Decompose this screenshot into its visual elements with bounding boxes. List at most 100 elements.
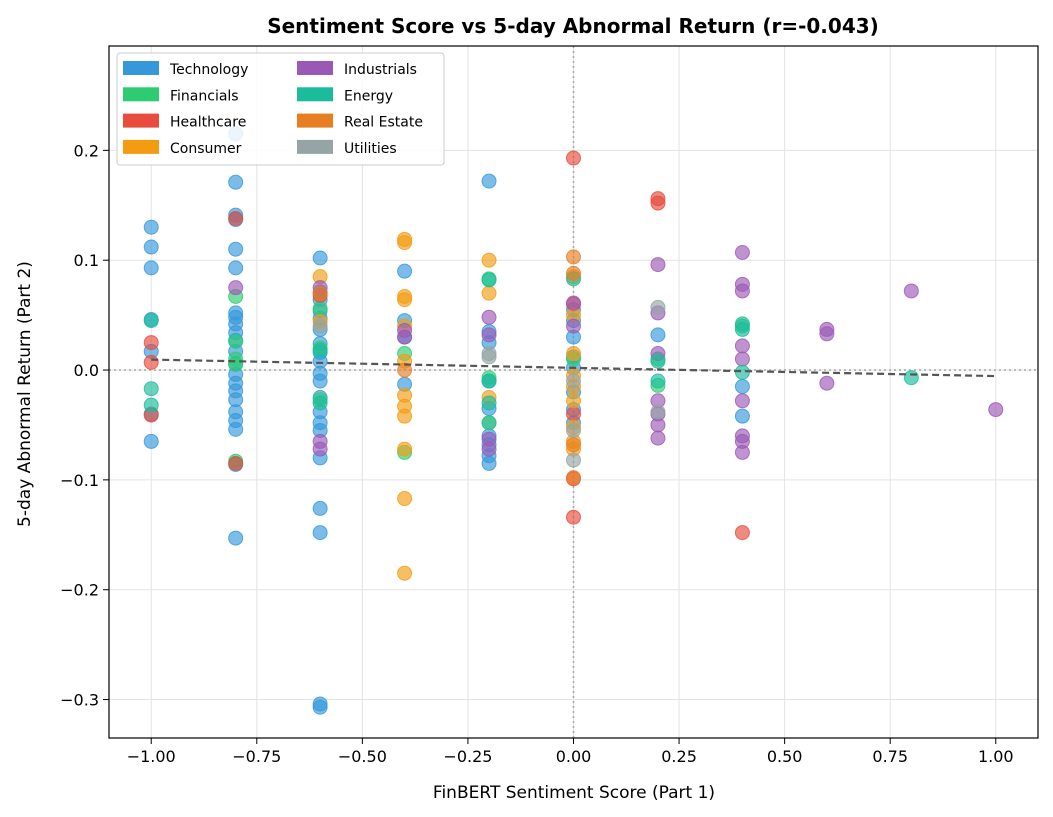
data-point (397, 263, 413, 279)
data-point (397, 565, 413, 581)
legend-item: Consumer (123, 139, 242, 157)
data-point (228, 210, 244, 226)
series-utilities (312, 299, 666, 468)
data-point (481, 395, 497, 411)
legend-item: Utilities (297, 139, 397, 157)
data-point (312, 318, 328, 334)
data-point (312, 500, 328, 516)
y-tick-label: 0.2 (74, 141, 99, 160)
y-tick-label: 0.1 (74, 251, 99, 270)
tick-layer: −1.00 −0.75 −0.50 −0.25 0.00 0.25 0.50 0.75 1.00… (60, 141, 1013, 766)
legend-label: Real Estate (344, 115, 423, 131)
legend-label: Energy (344, 88, 393, 104)
data-point (228, 241, 244, 257)
legend-label: Technology (169, 62, 248, 78)
data-point (734, 283, 750, 299)
data-point (143, 313, 159, 329)
legend-swatch (297, 139, 333, 154)
data-point (566, 295, 581, 311)
data-point (734, 525, 750, 541)
data-point (228, 530, 244, 546)
x-tick-label: 1.00 (978, 747, 1014, 766)
data-point (228, 260, 244, 276)
y-tick-label: −0.3 (60, 691, 99, 710)
data-point (481, 327, 497, 343)
data-point (312, 285, 328, 301)
data-point (228, 333, 244, 349)
data-point (566, 437, 581, 453)
data-point (228, 174, 244, 190)
data-point (734, 245, 750, 261)
x-tick-label: −0.25 (443, 747, 492, 766)
legend-item: Healthcare (123, 113, 246, 131)
data-point (312, 699, 328, 715)
data-point (566, 265, 581, 281)
x-tick-label: 0.75 (872, 747, 908, 766)
data-point (312, 373, 328, 389)
data-point (566, 318, 581, 334)
data-point (734, 321, 750, 337)
data-point (819, 326, 835, 342)
data-point (650, 373, 666, 389)
data-point (481, 173, 497, 189)
x-axis-title: FinBERT Sentiment Score (Part 1) (433, 783, 715, 803)
data-point (481, 441, 497, 457)
data-point (312, 525, 328, 541)
y-tick-label: −0.1 (60, 471, 99, 490)
legend-swatch (297, 87, 333, 102)
data-point (650, 353, 666, 369)
data-point (397, 362, 413, 378)
y-tick-label: −0.2 (60, 581, 99, 600)
data-point (397, 491, 413, 507)
data-point (903, 283, 919, 299)
legend-item: Financials (123, 87, 239, 104)
data-point (481, 309, 497, 325)
points-layer (143, 126, 1004, 715)
data-point (228, 421, 244, 437)
legend-label: Utilities (344, 141, 397, 157)
data-point (566, 452, 581, 468)
data-point (143, 433, 159, 449)
legend-swatch (297, 61, 333, 75)
legend-swatch (123, 61, 159, 75)
data-point (481, 285, 497, 301)
data-point (397, 329, 413, 345)
data-point (650, 404, 666, 420)
data-point (566, 422, 581, 438)
legend-swatch (123, 139, 159, 154)
data-point (903, 370, 919, 386)
data-point (228, 455, 244, 471)
data-point (143, 381, 159, 397)
series-real-estate (312, 249, 581, 486)
data-point (143, 260, 159, 276)
data-point (734, 444, 750, 460)
data-point (397, 292, 413, 308)
data-point (650, 327, 666, 343)
x-tick-label: 0.00 (556, 747, 592, 766)
data-point (481, 455, 497, 471)
legend-item: Energy (297, 87, 393, 104)
data-point (566, 373, 581, 389)
legend-swatch (123, 113, 159, 128)
legend-label: Industrials (344, 62, 417, 78)
legend-item: Technology (123, 61, 248, 78)
x-tick-label: 0.50 (767, 747, 803, 766)
data-point (481, 272, 497, 288)
data-point (481, 415, 497, 431)
data-point (312, 301, 328, 317)
legend-box (116, 52, 445, 166)
legend-swatch (297, 113, 333, 128)
data-point (734, 351, 750, 367)
data-point (397, 441, 413, 457)
trendline-layer (151, 358, 996, 378)
data-point (143, 219, 159, 235)
data-point (566, 346, 581, 362)
data-point (397, 408, 413, 424)
data-point (312, 395, 328, 411)
data-point (312, 250, 328, 266)
trendline (151, 358, 996, 378)
data-point (734, 408, 750, 424)
data-point (734, 338, 750, 354)
data-point (481, 349, 497, 365)
